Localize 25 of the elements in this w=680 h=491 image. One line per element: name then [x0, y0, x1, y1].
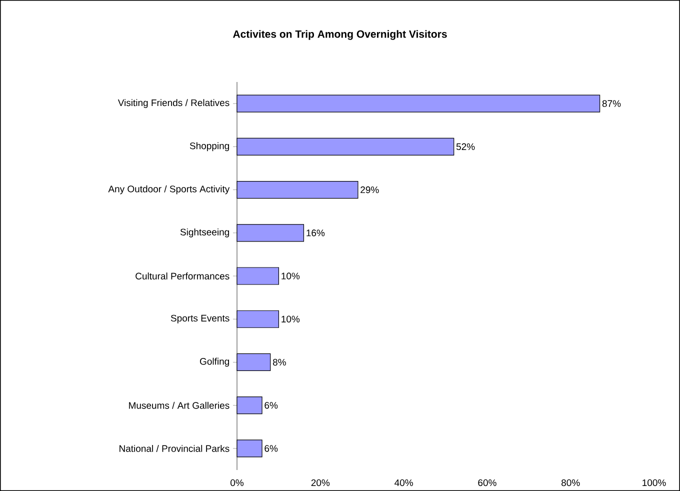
x-tick-label: 20% — [311, 479, 330, 486]
y-tick-label: Sightseeing — [180, 228, 230, 238]
y-tick-label: Golfing — [200, 358, 230, 367]
y-tick-label: National / Provincial Parks — [120, 444, 230, 452]
y-tick-label: Museums / Art Galleries — [129, 402, 230, 409]
y-tick-label: Visiting Friends / Relatives — [118, 99, 230, 108]
x-tick-label: 80% — [562, 479, 580, 486]
y-tick-label: Shopping — [190, 142, 230, 152]
data-label: 87% — [602, 100, 621, 107]
x-tick-label: 100% — [642, 479, 666, 486]
chart-title: Activites on Trip Among Overnight Visitors — [233, 30, 447, 40]
y-tick-label: Any Outdoor / Sports Activity — [108, 185, 230, 194]
data-label: 52% — [456, 143, 475, 150]
data-label: 29% — [360, 186, 379, 194]
data-label: 6% — [264, 402, 278, 409]
x-tick-label: 0% — [230, 479, 244, 486]
data-label: 10% — [282, 272, 300, 280]
data-label: 10% — [282, 316, 300, 322]
x-tick-label: 40% — [394, 479, 413, 486]
data-label: 16% — [306, 230, 325, 236]
y-tick-label: Sports Events — [170, 314, 230, 324]
y-tick-label: Cultural Performances — [136, 272, 230, 280]
data-label: 6% — [264, 445, 278, 452]
x-tick-label: 60% — [478, 479, 496, 486]
data-label: 8% — [272, 358, 286, 366]
